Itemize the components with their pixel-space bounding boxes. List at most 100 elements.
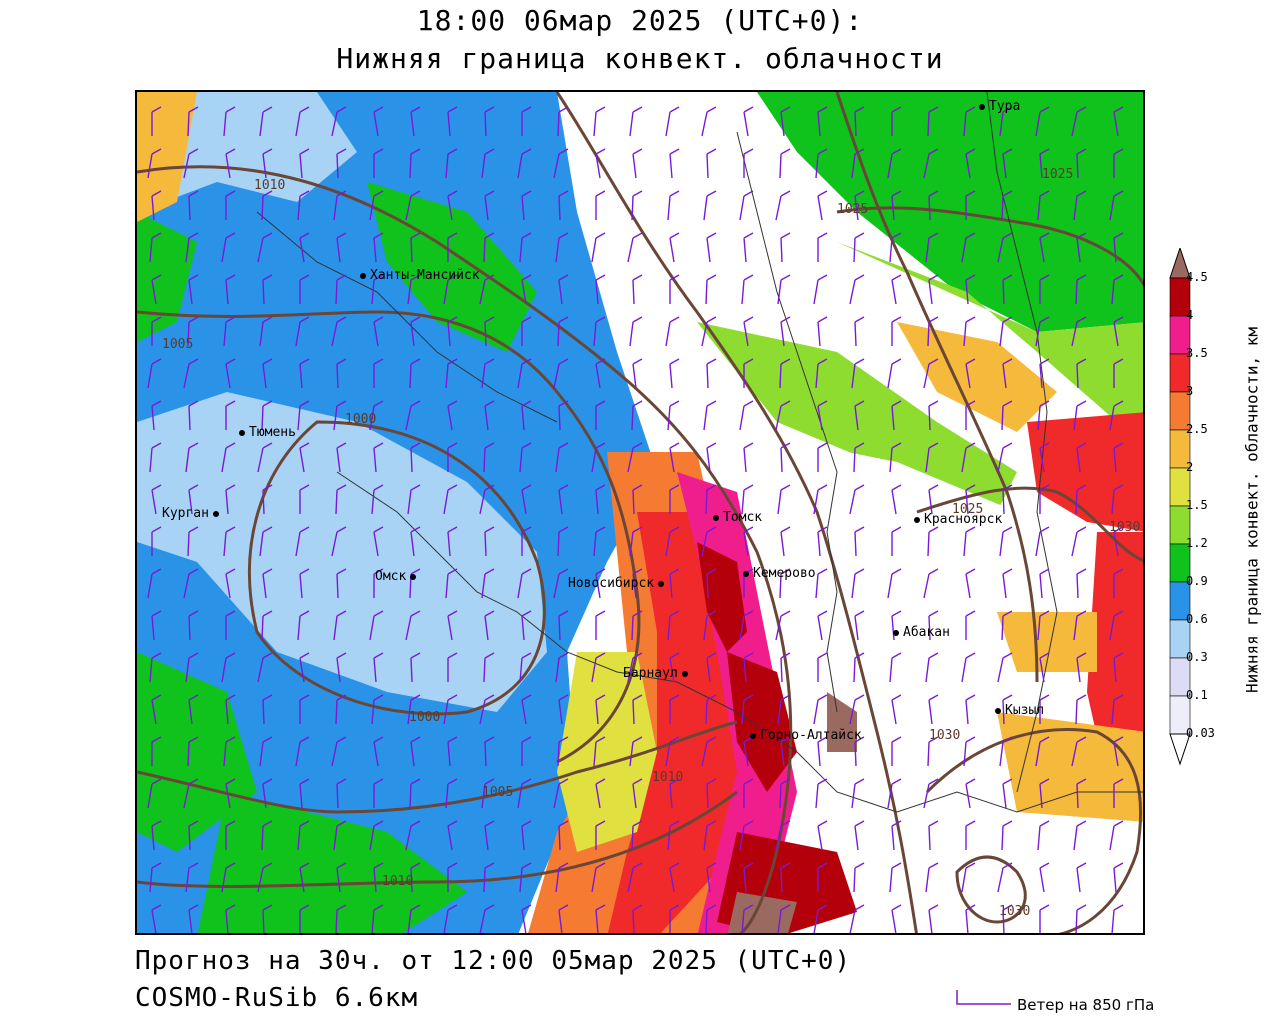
wind-barb — [1039, 232, 1050, 263]
wind-barb — [743, 526, 754, 557]
wind-barb — [891, 274, 902, 305]
wind-barb — [299, 484, 310, 514]
wind-barb — [519, 232, 532, 263]
wind-barb — [553, 568, 569, 599]
wind-barb — [706, 568, 717, 599]
isobar-label: 1030 — [999, 904, 1031, 919]
wind-barb — [369, 190, 384, 221]
wind-barb — [336, 232, 347, 263]
wind-barb — [927, 526, 939, 557]
wind-barb — [409, 778, 421, 809]
wind-barb — [479, 694, 495, 725]
wind-barb — [891, 106, 902, 136]
wind-barb — [743, 316, 754, 347]
wind-barb — [1035, 316, 1050, 347]
wind-barb — [1039, 568, 1050, 599]
wind-barb — [262, 358, 273, 389]
wind-barb — [706, 652, 717, 683]
wind-barb — [149, 862, 162, 893]
colorbar — [1169, 248, 1191, 766]
wind-barb — [151, 400, 162, 431]
wind-barb — [703, 820, 717, 851]
wind-barb — [445, 148, 458, 179]
wind-barb — [1039, 148, 1050, 179]
wind-barb — [1109, 820, 1124, 851]
wind-barb — [965, 190, 976, 220]
wind-barb — [407, 694, 421, 725]
wind-barb — [1039, 862, 1050, 893]
wind-barb — [849, 484, 865, 515]
wind-barb — [405, 610, 421, 641]
wind-barb — [739, 820, 754, 851]
wind-barb — [225, 358, 236, 389]
colorbar-tick-label: 0.6 — [1186, 612, 1208, 626]
wind-barb — [299, 778, 310, 809]
wind-barb — [447, 232, 458, 262]
wind-barb — [185, 652, 199, 683]
wind-barb — [815, 568, 828, 599]
wind-barb — [1037, 190, 1050, 221]
wind-barb — [595, 148, 606, 179]
wind-barb — [928, 694, 939, 725]
wind-barb — [815, 148, 828, 179]
wind-barb — [1113, 736, 1124, 767]
wind-barb — [705, 904, 717, 933]
city-abakan: Абакан — [893, 625, 950, 640]
wind-barb — [632, 778, 643, 809]
wind-barb — [780, 442, 791, 473]
wind-barb — [445, 568, 458, 599]
wind-barb — [225, 610, 236, 640]
wind-barb — [331, 106, 347, 137]
wind-barb — [1001, 190, 1013, 221]
city-kemerovo: Кемерово — [743, 566, 816, 581]
wind-barb — [595, 568, 606, 599]
colorbar-tick-label: 0.3 — [1186, 650, 1208, 664]
wind-barb — [261, 820, 273, 851]
wind-barb — [521, 526, 532, 556]
wind-barb — [262, 484, 273, 515]
wind-barb — [484, 106, 495, 137]
wind-barb — [295, 526, 310, 557]
wind-barb — [965, 778, 976, 809]
wind-barb — [262, 148, 273, 179]
wind-barb — [743, 442, 754, 473]
wind-barb — [632, 568, 643, 599]
wind-barb — [558, 610, 569, 641]
wind-barb — [739, 190, 754, 221]
colorbar-tick-label: 0.1 — [1186, 688, 1208, 702]
wind-barb — [299, 862, 310, 893]
city-marker-icon — [410, 573, 417, 580]
wind-barb — [373, 316, 384, 347]
wind-barb — [299, 442, 310, 473]
wind-barb — [484, 400, 495, 431]
colorbar-bottom-arrow — [1169, 733, 1191, 766]
wind-barb — [297, 820, 310, 851]
wind-barb — [447, 862, 458, 892]
wind-barb — [779, 568, 791, 599]
wind-barb — [817, 400, 828, 431]
wind-barb — [595, 274, 606, 305]
wind-barb — [407, 274, 421, 305]
wind-barb — [558, 400, 569, 431]
wind-barb — [517, 568, 532, 599]
city-marker-icon — [893, 629, 899, 636]
wind-barb — [739, 400, 754, 431]
wind-barb — [777, 484, 791, 515]
wind-barb — [925, 862, 939, 893]
city-kurgan: Курган — [162, 506, 223, 521]
wind-barb — [706, 148, 717, 179]
forecast-map[interactable]: Тура Ханты-Мансийск Тюмень Курган Омск Т… — [135, 90, 1145, 935]
wind-barb — [1001, 400, 1013, 431]
wind-barb — [965, 484, 976, 515]
wind-barb — [521, 736, 532, 766]
wind-barb — [521, 106, 532, 136]
wind-barb — [1109, 190, 1124, 221]
wind-barb — [1002, 484, 1013, 515]
wind-barb — [1071, 316, 1087, 347]
wind-barb — [335, 694, 347, 725]
wind-barb — [188, 190, 199, 221]
wind-barb — [262, 274, 273, 305]
wind-barb — [591, 442, 606, 473]
wind-barb — [225, 274, 236, 305]
wind-barb — [963, 106, 976, 137]
